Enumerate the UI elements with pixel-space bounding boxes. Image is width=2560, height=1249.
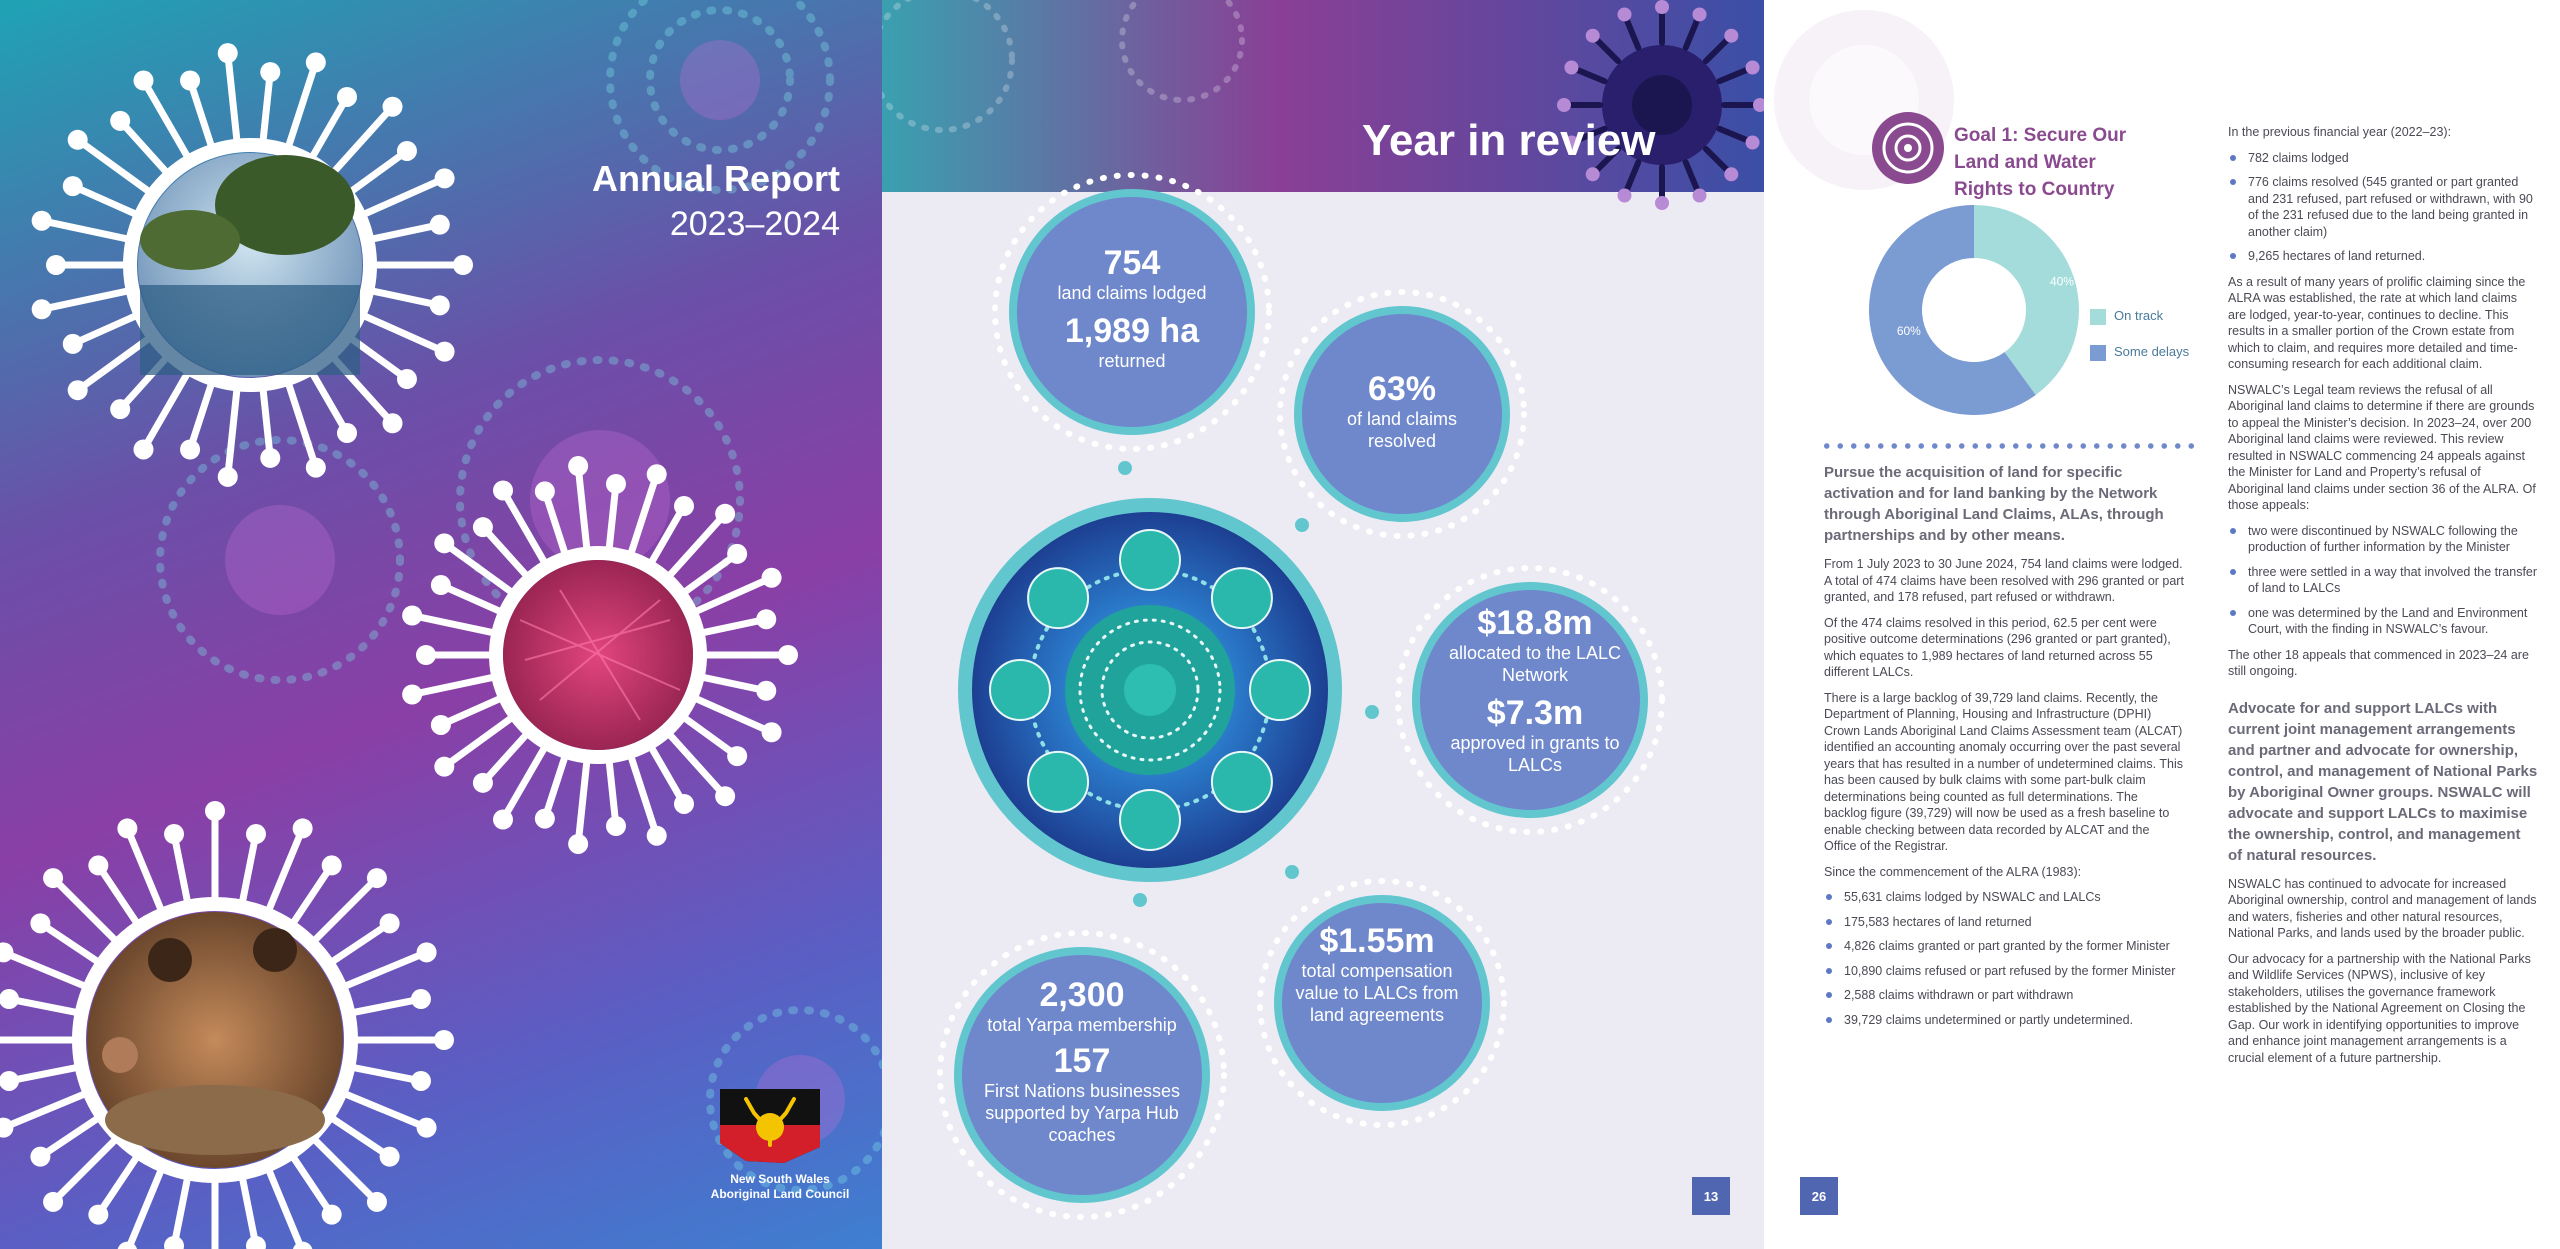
stat-circle <box>1277 289 1527 539</box>
list-item: 2,588 claims withdrawn or part withdrawn <box>1824 987 2184 1004</box>
goal-icon <box>1872 112 1944 184</box>
donut-slice-some-delays <box>1869 205 2036 415</box>
stat-label: First Nations businesses supported by Ya… <box>983 1081 1181 1145</box>
paragraph: The other 18 appeals that commenced in 2… <box>2228 647 2529 679</box>
report-years: 2023–2024 <box>669 205 840 243</box>
stat-resolved: 63% of land claims resolved <box>1317 370 1487 452</box>
legend-swatch <box>2090 308 2106 325</box>
stat-circle <box>1257 878 1507 1128</box>
stat-value: $18.8m <box>1477 604 1593 642</box>
right-column: In the previous financial year (2022–23)… <box>2228 124 2538 1075</box>
goal-artwork: 40% 60% <box>1774 10 2079 415</box>
stat-label: total compensation value to LALCs from l… <box>1295 961 1459 1025</box>
river-photo <box>138 153 362 377</box>
left-column: Pursue the acquisition of land for speci… <box>1824 462 2184 1037</box>
cover-page: Annual Report 2023–2024 New South Wales … <box>0 0 882 1249</box>
lead-paragraph: Advocate for and support LALCs with curr… <box>2228 699 2538 864</box>
list-item: three were settled in a way that involve… <box>2228 564 2538 597</box>
list-item: one was determined by the Land and Envir… <box>2228 605 2538 638</box>
paragraph: NSWALC has continued to advocate for inc… <box>2228 876 2537 941</box>
red-fibre-photo <box>503 560 693 750</box>
stat-yarpa: 2,300 total Yarpa membership 157 First N… <box>982 976 1182 1146</box>
lead-paragraph: Pursue the acquisition of land for speci… <box>1824 464 2164 544</box>
flower-motif <box>1557 0 1764 210</box>
list-item: 175,583 hectares of land returned <box>1824 914 2184 931</box>
goal-page: 40% 60% Goal 1: Secure Our Land and Water… <box>1764 0 2560 1249</box>
stat-label: allocated to the LALC Network <box>1448 643 1622 685</box>
stat-value: $7.3m <box>1486 694 1584 732</box>
list-item: 782 claims lodged <box>2228 150 2538 167</box>
cover-artwork <box>0 0 882 1249</box>
bullet-list: 55,631 claims lodged by NSWALC and LALCs… <box>1824 889 2184 1028</box>
stat-value: 2,300 <box>1039 976 1125 1014</box>
section-title: Year in review <box>1362 116 1656 165</box>
paragraph: Since the commencement of the ALRA (1983… <box>1824 864 2082 879</box>
bullet-list: two were discontinued by NSWALC followin… <box>2228 523 2538 638</box>
nswalc-logo-icon <box>720 1089 820 1163</box>
goal-title: Goal 1: Secure Our Land and Water Rights… <box>1954 125 2127 200</box>
stat-allocated: $18.8m allocated to the LALC Network $7.… <box>1440 604 1630 776</box>
stat-label: land claims lodged <box>1057 283 1207 303</box>
report-title: Annual Report <box>592 158 840 199</box>
list-item: 39,729 claims undetermined or partly und… <box>1824 1012 2184 1029</box>
stat-circle <box>1395 565 1665 835</box>
paragraph: There is a large backlog of 39,729 land … <box>1824 690 2183 854</box>
sun-motif-middle <box>402 456 798 854</box>
list-item: 55,631 claims lodged by NSWALC and LALCs <box>1824 889 2184 906</box>
legend-swatch <box>2090 344 2106 361</box>
progress-donut-chart: 40% 60% <box>1869 205 2079 415</box>
legend-item-some-delays: Some delays <box>2090 344 2189 361</box>
stat-circle <box>992 172 1272 452</box>
legend-label: On track <box>2114 308 2164 323</box>
legend-label: Some delays <box>2114 344 2190 359</box>
sun-motif-top <box>31 43 473 487</box>
year-in-review-page: Year in review 754 land claims lodged 1,… <box>882 0 1764 1249</box>
stat-value: 754 <box>1103 244 1161 282</box>
page-number: 13 <box>1692 1177 1730 1215</box>
paragraph: As a result of many years of prolific cl… <box>2228 274 2526 372</box>
stat-value: 1,989 ha <box>1064 312 1200 350</box>
stat-value: 157 <box>1053 1042 1111 1080</box>
page-number: 26 <box>1800 1177 1838 1215</box>
paragraph: NSWALC’s Legal team reviews the refusal … <box>2228 382 2536 513</box>
list-item: 776 claims resolved (545 granted or part… <box>2228 174 2538 240</box>
weaving-people-photo <box>87 912 343 1168</box>
list-item: 10,890 claims refused or part refused by… <box>1824 963 2184 980</box>
stat-label: of land claims resolved <box>1346 409 1458 451</box>
dotted-divider <box>1820 443 2202 449</box>
paragraph: In the previous financial year (2022–23)… <box>2228 125 2452 139</box>
stat-circle <box>937 930 1227 1220</box>
donut-slice-on-track <box>1974 205 2079 395</box>
logo-caption-line2: Aboriginal Land Council <box>710 1187 850 1201</box>
list-item: 4,826 claims granted or part granted by … <box>1824 938 2184 955</box>
paragraph: From 1 July 2023 to 30 June 2024, 754 la… <box>1824 557 2184 604</box>
sun-motif-bottom <box>0 801 454 1249</box>
bullet-list: 782 claims lodged 776 claims resolved (5… <box>2228 150 2538 265</box>
stat-label: returned <box>1098 351 1166 371</box>
stat-land-claims: 754 land claims lodged 1,989 ha returned <box>1032 244 1232 372</box>
slice-label: 60% <box>1897 324 1921 338</box>
stat-label: total Yarpa membership <box>987 1015 1177 1035</box>
paragraph: Of the 474 claims resolved in this perio… <box>1824 615 2171 680</box>
stat-label: approved in grants to LALCs <box>1450 733 1620 775</box>
review-artwork <box>882 0 1764 1220</box>
paragraph: Our advocacy for a partnership with the … <box>2228 951 2531 1065</box>
slice-label: 40% <box>2050 274 2074 288</box>
list-item: 9,265 hectares of land returned. <box>2228 248 2538 265</box>
logo-caption-line1: New South Wales <box>730 1172 830 1186</box>
stat-compensation: $1.55m total compensation value to LALCs… <box>1282 922 1472 1026</box>
stat-value: $1.55m <box>1319 922 1435 960</box>
legend-item-on-track: On track <box>2090 308 2163 325</box>
central-medallion <box>958 498 1342 882</box>
logo-caption: New South Wales Aboriginal Land Council <box>680 1172 880 1202</box>
list-item: two were discontinued by NSWALC followin… <box>2228 523 2538 556</box>
stat-value: 63% <box>1367 370 1437 408</box>
